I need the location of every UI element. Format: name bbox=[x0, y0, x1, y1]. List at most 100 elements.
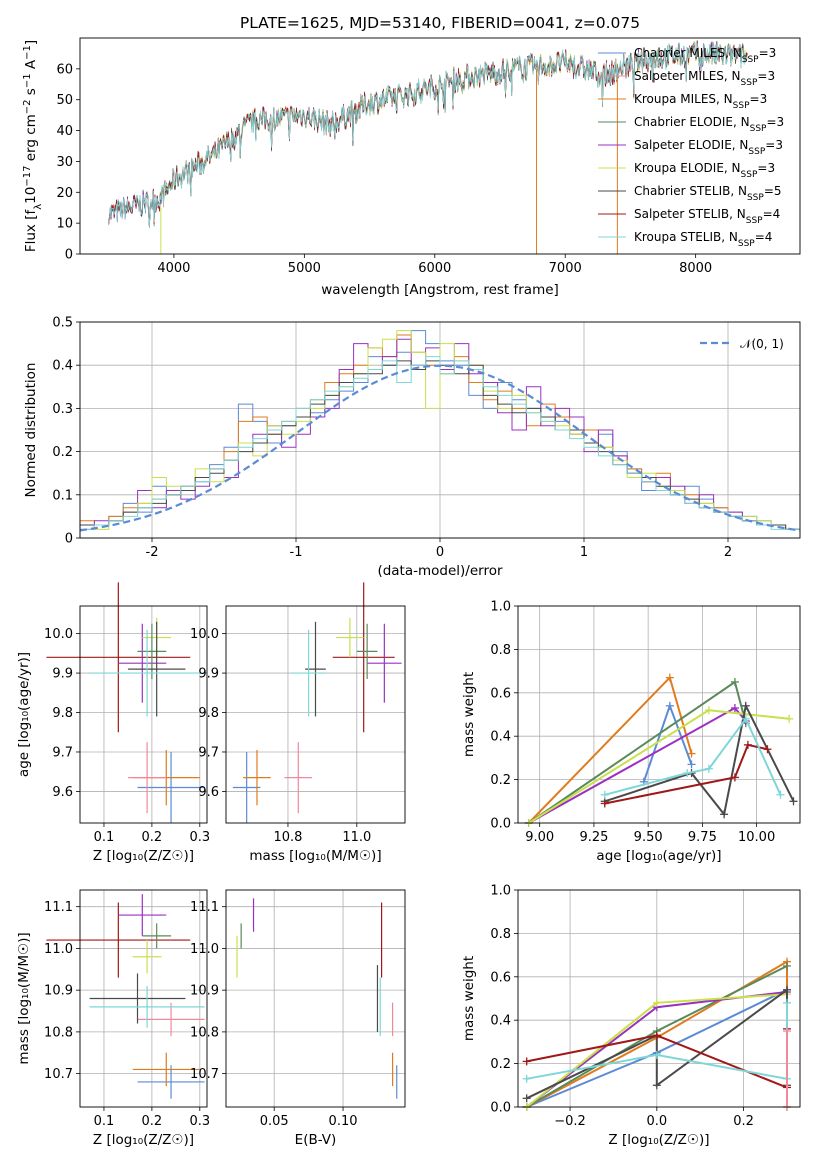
plot-frame bbox=[517, 889, 801, 1108]
y-tick-label: 0.8 bbox=[490, 927, 511, 942]
x-tick-label: 0.0 bbox=[646, 1114, 667, 1129]
histogram-series: 𝒩(0, 1) bbox=[79, 330, 801, 538]
errorbar-series bbox=[46, 582, 205, 823]
y-tick-label: 0.5 bbox=[52, 316, 73, 331]
legend-value: =3 bbox=[759, 46, 777, 60]
x-axis-label: age [log₁₀(age/yr)] bbox=[596, 848, 721, 864]
x-tick-label: 9.00 bbox=[525, 830, 554, 845]
legend-value: =5 bbox=[764, 184, 782, 198]
errorbar-series bbox=[236, 898, 398, 1099]
y-tick-label: 9.7 bbox=[198, 745, 219, 760]
axes-age-vs-Z: 0.1 0.2 0.3 9.6 9.7 9.8 9.9 10.0 Z [log₁₀(Z/Z☉)]… bbox=[16, 606, 210, 864]
y-tick-label: 1.0 bbox=[490, 600, 511, 615]
x-tick-label: -1 bbox=[290, 545, 303, 560]
legend-label: Chabrier ELODIE, N bbox=[634, 115, 750, 129]
legend-value: =3 bbox=[766, 115, 784, 129]
spectrum-panel: 4000 5000 6000 7000 8000 0 10 20 30 40 50 60 wavelen… bbox=[22, 40, 785, 298]
y-axis-label: Normed distribution bbox=[23, 363, 39, 498]
y-tick-label: 10.0 bbox=[190, 627, 219, 642]
y-tick-label: 9.9 bbox=[198, 667, 219, 682]
y-tick-label: 10 bbox=[56, 217, 73, 232]
legend-value: =3 bbox=[757, 161, 775, 175]
legend-entry: Salpeter ELODIE, NSSP=3 bbox=[634, 138, 783, 157]
y-axis-label: mass weight bbox=[461, 672, 477, 757]
y-tick-label: 0.3 bbox=[52, 402, 73, 417]
legend-subscript: SSP bbox=[746, 216, 763, 226]
legend-value: =3 bbox=[757, 69, 775, 83]
legend-entry: Chabrier ELODIE, NSSP=3 bbox=[634, 115, 784, 134]
y-tick-label: 0.6 bbox=[490, 970, 511, 985]
x-tick-label: 0.1 bbox=[94, 1114, 115, 1129]
legend-entry: Salpeter MILES, NSSP=3 bbox=[634, 69, 775, 88]
legend-value: =3 bbox=[750, 92, 768, 106]
x-tick-label: 0.2 bbox=[733, 1114, 754, 1129]
x-tick-label: 0.2 bbox=[142, 830, 163, 845]
x-axis-label: (data-model)/error bbox=[377, 563, 503, 579]
x-axis-label: E(B-V) bbox=[295, 1132, 337, 1148]
axes-mass-weight-vs-age: 9.00 9.25 9.50 9.75 10.00 0.0 0.2 0.4 0.6 0.8 1.0 a… bbox=[461, 600, 800, 864]
legend-label: Kroupa ELODIE, N bbox=[634, 161, 741, 175]
y-tick-label: 11.0 bbox=[190, 942, 219, 957]
x-tick-label: 0 bbox=[436, 545, 444, 560]
x-tick-label: 8000 bbox=[679, 261, 712, 276]
y-axis-label-part: Flux [f bbox=[23, 209, 39, 253]
y-axis-label-part: A bbox=[23, 59, 39, 73]
legend-entry: Kroupa ELODIE, NSSP=3 bbox=[634, 161, 775, 180]
y-tick-label: 10.0 bbox=[44, 627, 73, 642]
legend-value: =3 bbox=[765, 138, 783, 152]
y-tick-label: 10.8 bbox=[190, 1025, 219, 1040]
legend-entry: Salpeter STELIB, NSSP=4 bbox=[634, 207, 780, 226]
plot-frame bbox=[79, 889, 208, 1108]
histogram-step bbox=[79, 338, 800, 538]
plot-frame bbox=[517, 605, 801, 824]
x-tick-label: 0.3 bbox=[189, 1114, 210, 1129]
x-tick-label: 5000 bbox=[288, 261, 321, 276]
legend-entry: Kroupa MILES, NSSP=3 bbox=[634, 92, 767, 111]
y-tick-label: 9.8 bbox=[52, 706, 73, 721]
y-tick-label: 11.0 bbox=[44, 942, 73, 957]
legend-subscript: SSP bbox=[741, 78, 758, 88]
legend-subscript: SSP bbox=[733, 101, 750, 111]
legend-subscript: SSP bbox=[747, 193, 764, 203]
y-axis-label-part: erg cm bbox=[23, 114, 39, 165]
mass-weight-line bbox=[528, 706, 747, 824]
legend-label: Chabrier STELIB, N bbox=[634, 184, 747, 198]
legend-value: =4 bbox=[755, 230, 773, 244]
y-tick-label: 0 bbox=[65, 532, 73, 547]
y-axis-label-part: −2 bbox=[22, 99, 33, 114]
y-tick-label: 0.6 bbox=[490, 686, 511, 701]
y-tick-label: 9.6 bbox=[198, 785, 219, 800]
x-tick-label: 10.8 bbox=[273, 830, 302, 845]
spectrum-line bbox=[108, 41, 748, 228]
y-tick-label: 0.4 bbox=[490, 1014, 511, 1029]
x-axis-label: Z [log₁₀(Z/Z☉)] bbox=[93, 1132, 194, 1148]
y-tick-label: 10.9 bbox=[190, 984, 219, 999]
legend-subscript: SSP bbox=[748, 147, 765, 157]
y-tick-label: 50 bbox=[56, 93, 73, 108]
axes-mass-weight-vs-Z: −0.2 0.0 0.2 0.0 0.2 0.4 0.6 0.8 1.0 Z [log₁₀(Z/Z… bbox=[461, 884, 800, 1148]
y-tick-label: 9.8 bbox=[198, 706, 219, 721]
y-tick-label: 30 bbox=[56, 155, 73, 170]
y-tick-label: 0.4 bbox=[490, 730, 511, 745]
y-tick-label: 1.0 bbox=[490, 884, 511, 899]
legend-label: Salpeter MILES, N bbox=[634, 69, 741, 83]
x-tick-label: 4000 bbox=[157, 261, 190, 276]
y-tick-label: 11.1 bbox=[190, 900, 219, 915]
figure-title: PLATE=1625, MJD=53140, FIBERID=0041, z=0… bbox=[240, 14, 640, 32]
y-axis-label: mass [log₁₀(M/M☉)] bbox=[16, 932, 32, 1064]
y-tick-label: 60 bbox=[56, 62, 73, 77]
mass-weight-line bbox=[604, 716, 782, 796]
y-tick-label: 9.9 bbox=[52, 667, 73, 682]
y-axis-label-part: −1 bbox=[22, 73, 33, 88]
x-tick-label: 10.00 bbox=[738, 830, 775, 845]
mass-weight-line bbox=[528, 675, 693, 824]
mass-weight-series bbox=[522, 957, 791, 1111]
y-axis-label: age [log₁₀(age/yr)] bbox=[16, 652, 32, 777]
legend-subscript: SSP bbox=[741, 170, 758, 180]
x-tick-label: 6000 bbox=[418, 261, 451, 276]
legend-subscript: SSP bbox=[742, 55, 759, 65]
y-axis-label: mass weight bbox=[461, 956, 477, 1041]
x-tick-label: 2 bbox=[724, 545, 732, 560]
legend-label: Kroupa MILES, N bbox=[634, 92, 733, 106]
y-tick-label: 10.7 bbox=[44, 1067, 73, 1082]
